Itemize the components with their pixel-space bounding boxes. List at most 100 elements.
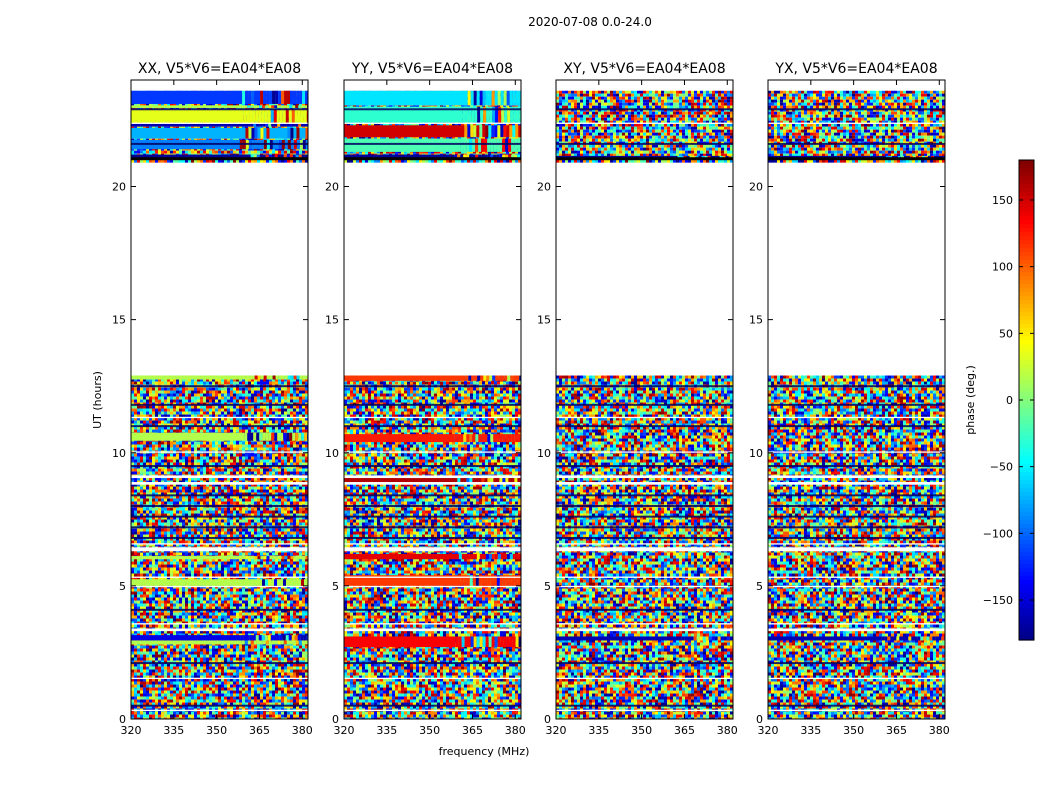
colorbar-segment — [1019, 548, 1034, 553]
colorbar-segment — [1019, 580, 1034, 585]
colorbar-segment — [1019, 540, 1034, 545]
colorbar-segment — [1019, 588, 1034, 593]
colorbar-segment — [1019, 176, 1034, 181]
colorbar-segment — [1019, 352, 1034, 357]
panel-1-image — [131, 86, 308, 719]
y-tick-label: 0 — [332, 713, 339, 726]
colorbar-tick-label: −150 — [983, 594, 1013, 607]
colorbar-segment — [1019, 196, 1034, 201]
x-tick-label: 365 — [249, 724, 270, 737]
colorbar-segment — [1019, 260, 1034, 265]
colorbar-segment — [1019, 516, 1034, 521]
y-tick-label: 15 — [537, 314, 551, 327]
colorbar-segment — [1019, 536, 1034, 541]
colorbar-segment — [1019, 364, 1034, 369]
y-tick-label: 20 — [112, 181, 126, 194]
colorbar-segment — [1019, 324, 1034, 329]
y-tick-label: 15 — [749, 314, 763, 327]
colorbar-segment — [1019, 332, 1034, 337]
x-tick-label: 350 — [843, 724, 864, 737]
panel-2: YY, V5*V6=EA04*EA08 320 335 350 365 380 0 5 10 15… — [325, 61, 526, 737]
colorbar-tick-label: −50 — [990, 461, 1013, 474]
colorbar-segment — [1019, 584, 1034, 589]
colorbar-segment — [1019, 328, 1034, 333]
colorbar-segment — [1019, 400, 1034, 405]
colorbar-segment — [1019, 564, 1034, 569]
y-tick-label: 10 — [749, 447, 763, 460]
colorbar-segment — [1019, 212, 1034, 217]
colorbar-tick-label: 0 — [1006, 394, 1013, 407]
x-tick-label: 320 — [758, 724, 779, 737]
colorbar-segment — [1019, 316, 1034, 321]
colorbar-segment — [1019, 384, 1034, 389]
colorbar-segment — [1019, 440, 1034, 445]
colorbar-segment — [1019, 500, 1034, 505]
colorbar-segment — [1019, 376, 1034, 381]
colorbar-segment — [1019, 344, 1034, 349]
colorbar-segment — [1019, 428, 1034, 433]
colorbar-segment — [1019, 520, 1034, 525]
colorbar-segment — [1019, 188, 1034, 193]
panel-4-title: YX, V5*V6=EA04*EA08 — [774, 61, 937, 77]
figure-suptitle: 2020-07-08 0.0-24.0 — [528, 15, 652, 29]
colorbar-segment — [1019, 244, 1034, 249]
panel-1-title: XX, V5*V6=EA04*EA08 — [138, 61, 301, 77]
x-tick-label: 320 — [121, 724, 142, 737]
panel-3-frame — [555, 79, 734, 720]
colorbar-segment — [1019, 340, 1034, 345]
x-tick-label: 365 — [462, 724, 483, 737]
panel-3: XY, V5*V6=EA04*EA08 320 335 350 365 380 0 5 10 15… — [537, 61, 738, 737]
x-tick-label: 380 — [717, 724, 738, 737]
panel-4-image — [768, 86, 945, 719]
colorbar-segment — [1019, 184, 1034, 189]
x-tick-label: 320 — [334, 724, 355, 737]
colorbar-segment — [1019, 436, 1034, 441]
colorbar-segment — [1019, 596, 1034, 601]
x-tick-label: 320 — [546, 724, 567, 737]
y-tick-label: 15 — [325, 314, 339, 327]
y-tick-label: 15 — [112, 314, 126, 327]
panel-3-image — [556, 86, 733, 719]
y-tick-label: 5 — [119, 580, 126, 593]
colorbar-segment — [1019, 372, 1034, 377]
y-tick-label: 10 — [325, 447, 339, 460]
colorbar-segment — [1019, 512, 1034, 517]
colorbar-segment — [1019, 236, 1034, 241]
colorbar-segment — [1019, 320, 1034, 325]
colorbar-segment — [1019, 620, 1034, 625]
colorbar-segment — [1019, 308, 1034, 313]
colorbar-segment — [1019, 216, 1034, 221]
colorbar-segment — [1019, 616, 1034, 621]
colorbar-segment — [1019, 296, 1034, 301]
colorbar-segment — [1019, 624, 1034, 629]
x-axis-label: frequency (MHz) — [439, 745, 530, 758]
colorbar-segment — [1019, 388, 1034, 393]
panel-3-title: XY, V5*V6=EA04*EA08 — [563, 61, 725, 77]
colorbar-segment — [1019, 208, 1034, 213]
colorbar-tick-label: −100 — [983, 527, 1013, 540]
colorbar-tick-label: 100 — [992, 261, 1013, 274]
colorbar-segment — [1019, 544, 1034, 549]
colorbar-segment — [1019, 480, 1034, 485]
x-tick-label: 335 — [163, 724, 184, 737]
colorbar-segment — [1019, 484, 1034, 489]
colorbar-segment — [1019, 284, 1034, 289]
x-tick-label: 380 — [292, 724, 313, 737]
panels: XX, V5*V6=EA04*EA08 320 335 350 365 380 0 5 10 15… — [112, 61, 950, 737]
panel-1-frame — [130, 79, 309, 720]
colorbar-segment — [1019, 276, 1034, 281]
colorbar-segment — [1019, 604, 1034, 609]
colorbar-segment — [1019, 180, 1034, 185]
colorbar-segment — [1019, 160, 1034, 165]
colorbar-segment — [1019, 416, 1034, 421]
y-tick-label: 5 — [756, 580, 763, 593]
colorbar-segment — [1019, 552, 1034, 557]
colorbar-segment — [1019, 380, 1034, 385]
colorbar-segment — [1019, 220, 1034, 225]
colorbar-segment — [1019, 300, 1034, 305]
colorbar-segment — [1019, 228, 1034, 233]
colorbar-segment — [1019, 476, 1034, 481]
panel-2-image — [344, 86, 521, 719]
colorbar-segment — [1019, 312, 1034, 317]
